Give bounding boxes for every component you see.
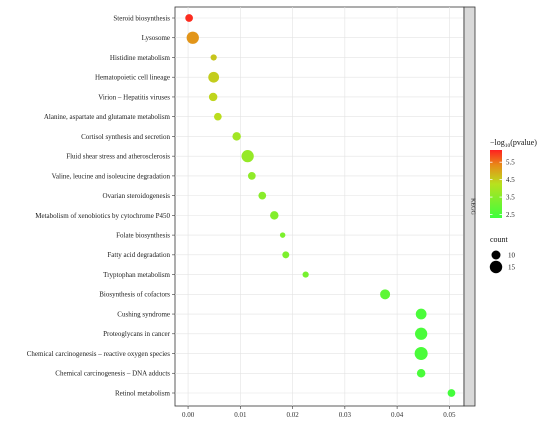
data-point [241,150,254,163]
y-tick-label: Hematopoietic cell lineage [95,74,170,82]
y-tick-label: Fatty acid degradation [107,251,170,259]
size-legend-title: count [490,235,509,244]
color-legend-tick-label: 5.5 [506,159,515,167]
data-point [208,92,218,102]
data-point [185,14,193,22]
x-tick-label: 0.00 [182,411,195,419]
x-tick-label: 0.04 [391,411,404,419]
size-legend-dot [491,250,501,260]
y-tick-label: Metabolism of xenobiotics by cytochrome … [35,212,170,220]
x-tick-label: 0.03 [339,411,352,419]
data-point [416,369,426,378]
y-tick-label: Proteoglycans in cancer [103,330,171,338]
facet-strip [463,6,476,407]
y-tick-label: Retinol metabolism [115,389,171,397]
color-legend-tick-label: 2.5 [506,211,515,219]
y-tick-label: Biosynthesis of cofactors [99,291,170,299]
y-tick-label: Folate biosynthesis [116,232,170,240]
data-point [414,347,428,361]
color-legend-title: −log10(pvalue) [490,138,537,149]
data-point [210,54,217,61]
color-legend-title-subscript: 10 [505,143,511,149]
color-legend: −log10(pvalue) 2.5 3.5 4.5 5.5 [490,138,537,219]
y-tick-label: Tryptophan metabolism [103,271,170,279]
y-tick-label: Steroid biosynthesis [113,14,170,22]
y-tick-label: Alanine, aspartate and glutamate metabol… [44,113,171,121]
y-tick-label: Cortisol synthesis and secretion [81,133,170,141]
y-tick-label: Virion – Hepatitis viruses [98,93,170,101]
data-point [415,327,428,340]
data-point [247,172,256,180]
data-point [380,289,391,300]
plot-panel [174,6,465,407]
data-point [232,132,241,141]
facet-strip-label: KEGG [470,198,476,215]
color-legend-title-prefix: −log [490,138,505,147]
data-points [185,14,456,397]
y-tick-label: Fluid shear stress and atherosclerosis [66,153,170,161]
size-legend-dot [489,260,503,274]
x-tick-label: 0.01 [234,411,247,419]
color-legend-title-suffix: (pvalue) [510,138,537,147]
data-point [415,308,427,320]
y-tick-label: Lysosome [142,34,170,42]
y-tick-label: Valine, leucine and isoleucine degradati… [52,172,171,180]
data-point [258,191,267,200]
size-legend-label: 15 [508,264,516,272]
size-legend-label: 10 [508,252,516,260]
size-legend-items: 10 15 [489,250,516,274]
data-point [447,389,456,397]
size-legend: count 10 15 [489,235,516,274]
color-legend-bar [490,150,502,218]
x-axis: 0.00 0.01 0.02 0.03 0.04 0.05 [182,406,456,419]
y-tick-labels: Steroid biosynthesis Lysosome Histidine me… [27,14,175,397]
x-tick-label: 0.02 [286,411,299,419]
data-point [208,71,220,83]
data-point [279,232,286,238]
data-point [186,31,199,44]
y-tick-label: Chemical carcinogenesis – DNA adducts [55,370,170,378]
data-point [270,211,279,220]
color-legend-tick-label: 4.5 [506,176,515,184]
y-tick-label: Histidine metabolism [110,54,171,62]
x-tick-label: 0.05 [443,411,456,419]
color-legend-ticks: 2.5 3.5 4.5 5.5 [490,159,515,219]
data-point [213,112,222,121]
y-tick-label: Cushing syndrome [117,310,170,318]
data-point [282,251,290,259]
y-tick-label: Ovarian steroidogenesis [103,192,171,200]
color-legend-tick-label: 3.5 [506,193,515,201]
data-point [302,271,309,278]
y-tick-label: Chemical carcinogenesis – reactive oxyge… [27,350,171,358]
